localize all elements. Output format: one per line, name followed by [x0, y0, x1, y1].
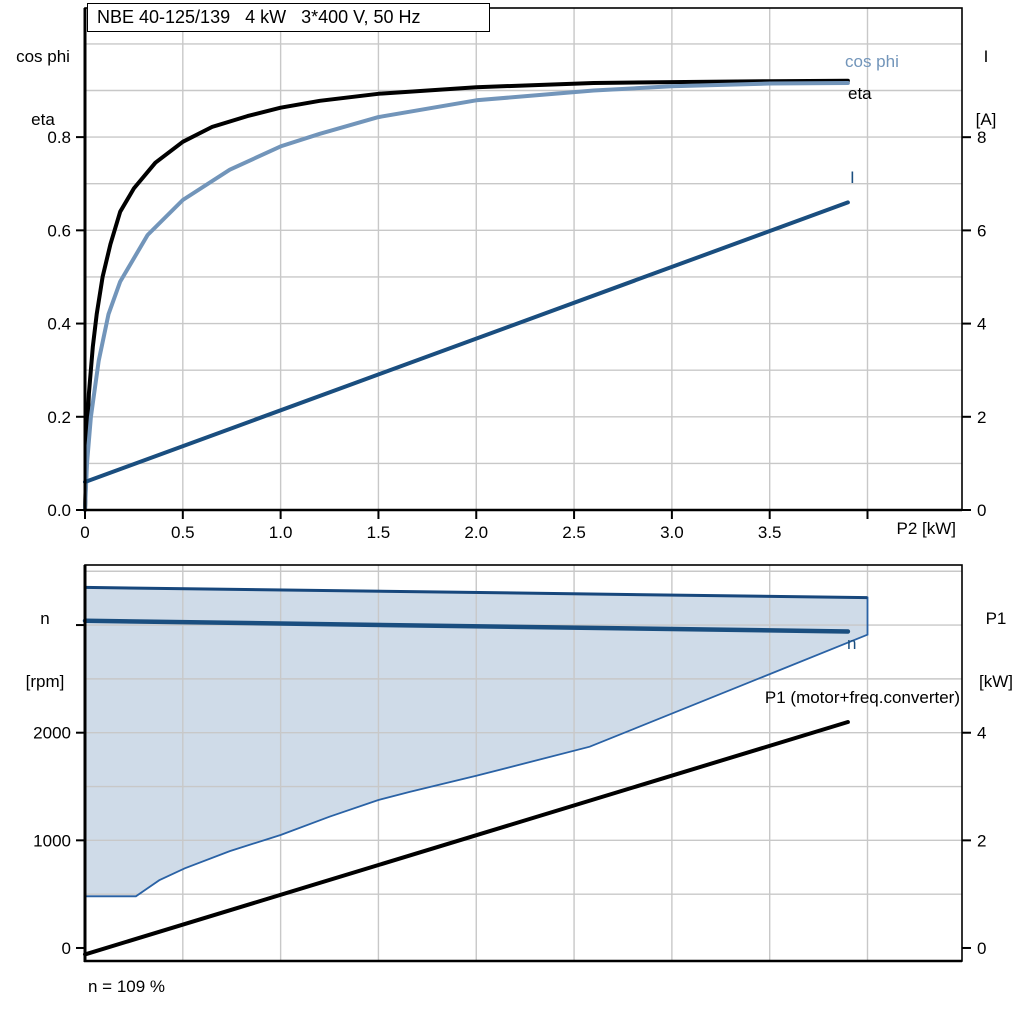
y-left-tick-label: 2000: [33, 724, 71, 743]
y-left-tick-label: 0.0: [47, 501, 71, 520]
top-chart-svg: 0 0.5 1.0 1.5 2.0 2.5 3.0 3.5 0.0 0.2 0.4 0.6 0.8 0 2 4…: [47, 7, 986, 542]
eta-curve-label: eta: [848, 84, 872, 103]
p1-axis-label: P1: [985, 609, 1007, 628]
y-left-tick-label: 1000: [33, 831, 71, 850]
y-right-tick-label: 2: [977, 408, 986, 427]
speed-curve-label: n: [847, 634, 857, 653]
p1-curve-label: P1 (motor+freq.converter): [764, 688, 960, 707]
x-tick-label: 3.5: [758, 523, 782, 542]
y-right-tick-label: 8: [977, 128, 986, 147]
y-right-tick-label: 6: [977, 221, 986, 240]
speed-percentage-note: n = 109 %: [88, 977, 166, 996]
cosphi-axis-label: cos phi: [16, 47, 70, 66]
x-tick-label: 0.5: [171, 523, 195, 542]
y-left-tick-label: 0.4: [47, 315, 71, 334]
chart-title: NBE 40-125/139 4 kW 3*400 V, 50 Hz: [87, 3, 490, 32]
speed-envelope-upper-boundary: [84, 585, 868, 600]
y-right-tick-label: 4: [977, 315, 986, 334]
top-left-axis-label: cos phi eta: [8, 4, 78, 172]
speed-unit-label: [rpm]: [25, 672, 65, 691]
series-p1-motor-freq-converter-: [83, 720, 850, 957]
y-left-tick-label: 0.8: [47, 128, 71, 147]
series-cos-phi: [83, 81, 850, 512]
speed-axis-label: n: [40, 609, 50, 628]
y-right-tick-label: 0: [977, 501, 986, 520]
x-tick-label: 2.5: [562, 523, 586, 542]
y-right-tick-label: 4: [977, 724, 986, 743]
y-left-tick-label: 0.2: [47, 408, 71, 427]
top-right-axis-label: I [A]: [960, 4, 1012, 172]
series-eta: [83, 78, 850, 512]
p1-unit-label: [kW]: [979, 672, 1013, 691]
top-x-axis-label: P2 [kW]: [896, 519, 956, 538]
x-tick-label: 2.0: [464, 523, 488, 542]
bottom-left-axis-label: n [rpm]: [12, 566, 78, 734]
current-curve-label: I: [850, 168, 855, 187]
x-tick-label: 1.5: [367, 523, 391, 542]
current-unit-label: [A]: [975, 110, 997, 129]
x-tick-label: 0: [80, 523, 89, 542]
y-left-tick-label: 0.6: [47, 221, 71, 240]
current-axis-label: I: [983, 47, 989, 66]
y-left-tick-label: 0: [62, 939, 71, 958]
x-tick-label: 3.0: [660, 523, 684, 542]
speed-envelope-outline: [84, 586, 869, 898]
bottom-right-axis-label: P1 [kW]: [968, 566, 1024, 734]
series-i: [83, 200, 850, 484]
y-right-tick-label: 0: [977, 939, 986, 958]
series-n: [82, 618, 851, 634]
x-tick-label: 1.0: [269, 523, 293, 542]
eta-axis-label: eta: [31, 110, 55, 129]
cosphi-curve-label: cos phi: [845, 52, 899, 71]
y-right-tick-label: 2: [977, 831, 986, 850]
